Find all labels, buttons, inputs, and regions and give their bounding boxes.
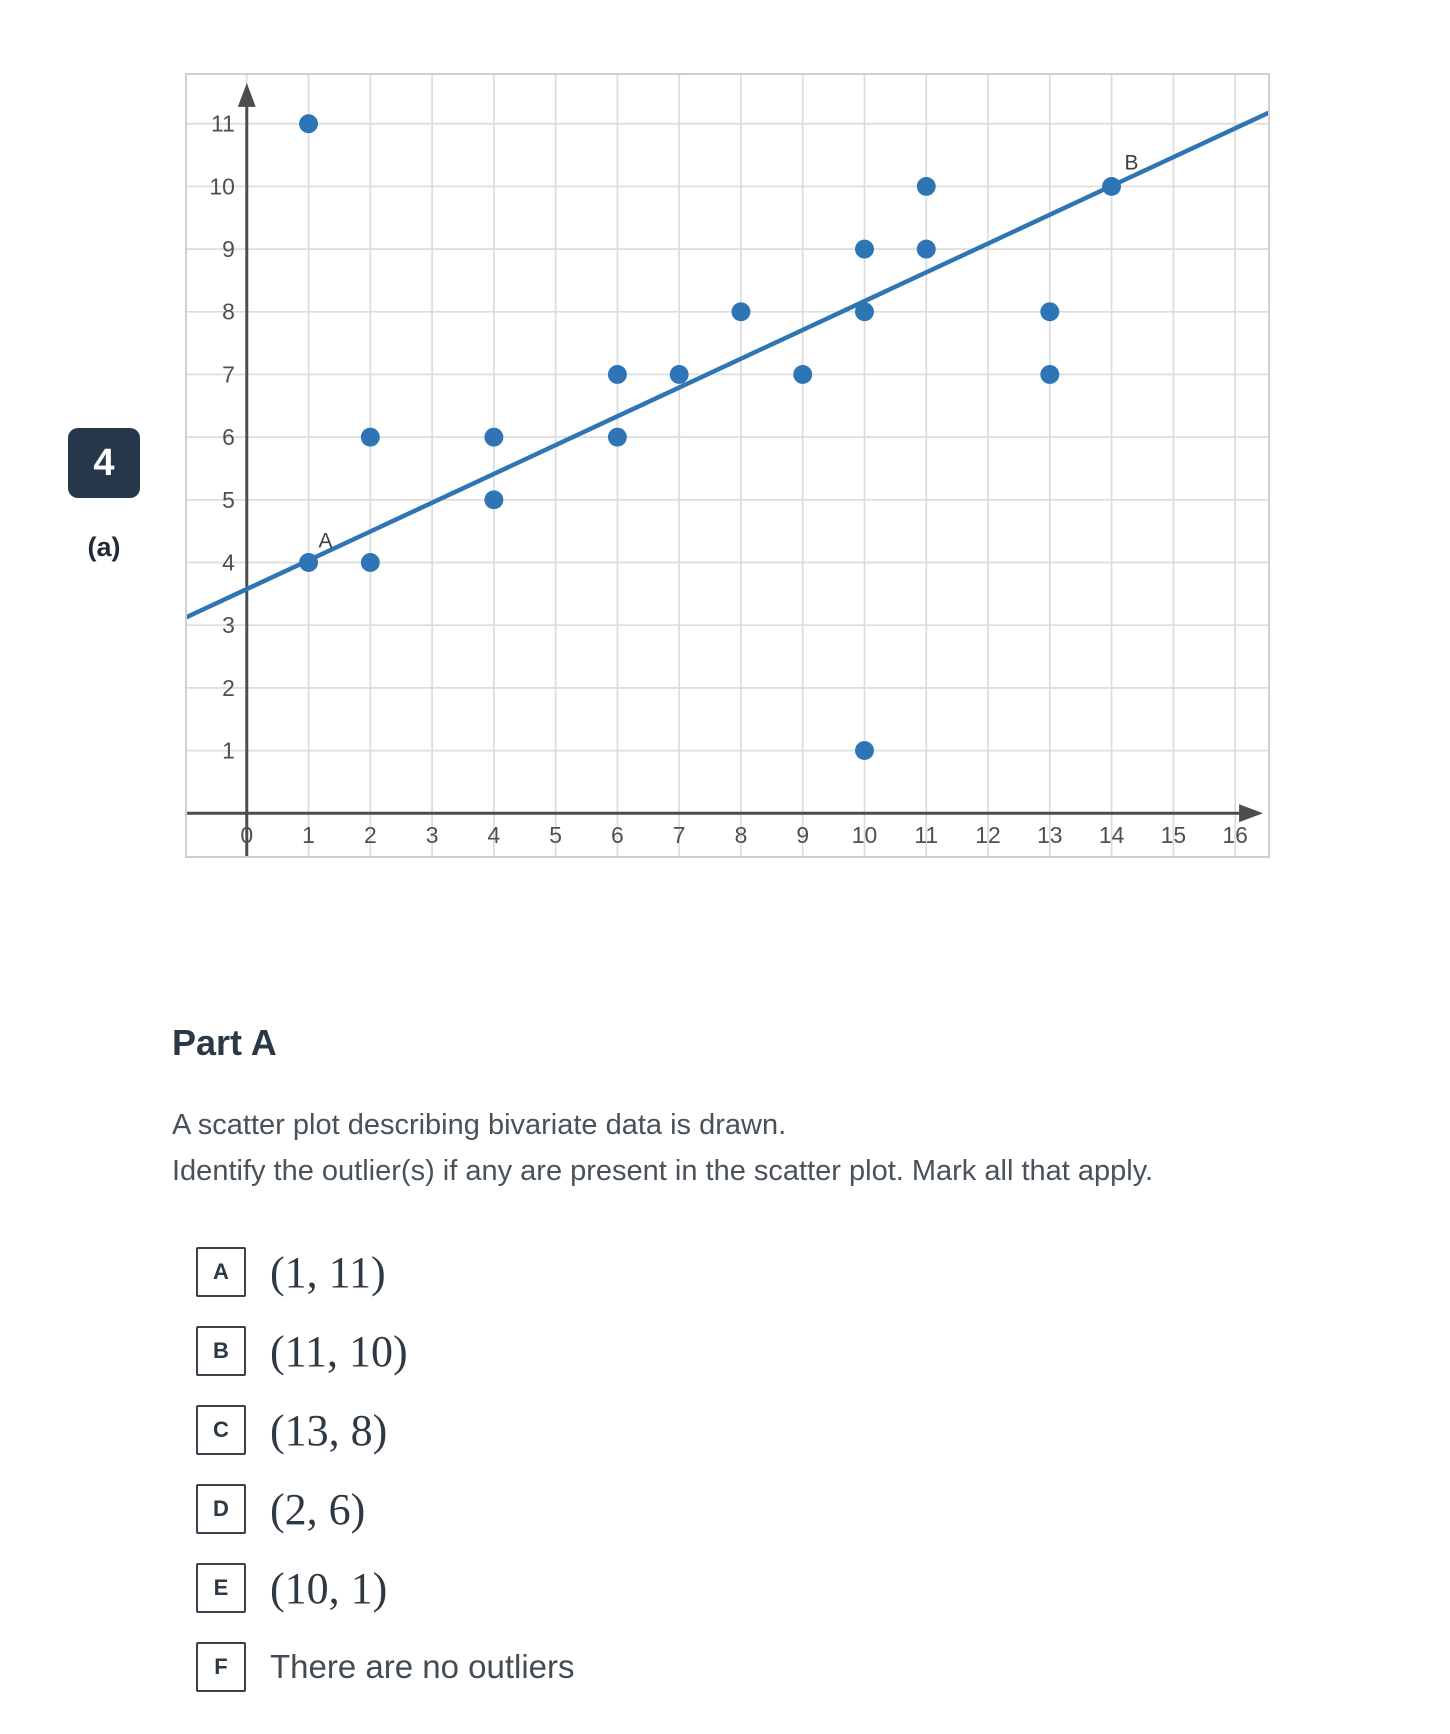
data-point bbox=[855, 239, 874, 259]
part-a-heading: Part A bbox=[172, 1022, 277, 1063]
data-point bbox=[855, 741, 874, 760]
option-row-b[interactable]: B (11, 10) bbox=[196, 1326, 575, 1376]
options-list: A (1, 11) B (11, 10) C (13, 8) D (2, 6) … bbox=[196, 1247, 575, 1721]
trend-line bbox=[187, 110, 1268, 620]
data-point bbox=[731, 302, 751, 322]
x-tick-label: 5 bbox=[549, 822, 562, 848]
data-point bbox=[669, 365, 689, 384]
data-point bbox=[360, 553, 380, 572]
x-tick-label: 10 bbox=[852, 822, 877, 848]
x-tick-label: 11 bbox=[914, 822, 938, 848]
y-tick-label: 8 bbox=[222, 299, 235, 325]
y-tick-label: 10 bbox=[209, 173, 234, 199]
option-label-f: There are no outliers bbox=[270, 1648, 575, 1685]
x-tick-label: 9 bbox=[796, 822, 809, 848]
point-label-a: A bbox=[319, 530, 333, 553]
x-tick-label: 6 bbox=[611, 822, 624, 848]
x-tick-label: 2 bbox=[364, 822, 377, 848]
option-checkbox-e[interactable]: E bbox=[196, 1563, 246, 1613]
question-part-label: (a) bbox=[87, 532, 121, 562]
y-tick-label: 7 bbox=[222, 361, 235, 387]
data-point bbox=[1040, 365, 1060, 384]
x-tick-label: 13 bbox=[1037, 822, 1062, 848]
y-tick-label: 3 bbox=[222, 612, 235, 638]
option-label-a: (1, 11) bbox=[270, 1247, 386, 1297]
option-row-c[interactable]: C (13, 8) bbox=[196, 1405, 575, 1455]
scatter-plot-container: 1 2 3 4 5 6 7 8 9 10 11 0 1 2 3 4 5 6 7 8 9 10 11 12 13 14 15 16 A B bbox=[185, 73, 1270, 858]
data-point bbox=[793, 365, 813, 384]
data-point bbox=[484, 490, 504, 510]
x-tick-label: 15 bbox=[1161, 822, 1186, 848]
y-tick-label: 1 bbox=[222, 738, 235, 764]
y-tick-label: 9 bbox=[222, 236, 235, 262]
x-tick-label: 8 bbox=[735, 822, 748, 848]
x-axis-arrow-icon bbox=[1239, 804, 1264, 823]
data-point bbox=[607, 365, 627, 384]
question-text-line2: Identify the outlier(s) if any are prese… bbox=[172, 1155, 1154, 1187]
data-point bbox=[607, 427, 627, 447]
x-tick-label: 14 bbox=[1099, 822, 1125, 848]
question-text-line1: A scatter plot describing bivariate data… bbox=[172, 1109, 787, 1141]
x-tick-label: 3 bbox=[426, 822, 439, 848]
option-row-e[interactable]: E (10, 1) bbox=[196, 1563, 575, 1613]
x-tick-label: 12 bbox=[975, 822, 1000, 848]
option-label-c: (13, 8) bbox=[270, 1405, 388, 1455]
option-label-e: (10, 1) bbox=[270, 1563, 388, 1613]
data-point bbox=[1040, 302, 1060, 322]
option-checkbox-b[interactable]: B bbox=[196, 1326, 246, 1376]
x-tick-label: 0 bbox=[240, 822, 253, 848]
data-point bbox=[299, 114, 319, 134]
y-tick-label: 4 bbox=[222, 549, 235, 575]
point-label-b: B bbox=[1125, 152, 1139, 175]
data-point bbox=[916, 176, 936, 196]
question-number-badge: 4 bbox=[68, 428, 140, 498]
x-tick-label: 16 bbox=[1222, 822, 1247, 848]
y-axis-arrow-icon bbox=[237, 82, 256, 107]
x-tick-label: 1 bbox=[302, 822, 315, 848]
option-row-f[interactable]: F There are no outliers bbox=[196, 1642, 575, 1692]
option-label-d: (2, 6) bbox=[270, 1484, 366, 1534]
option-checkbox-f[interactable]: F bbox=[196, 1642, 246, 1692]
data-point bbox=[484, 427, 504, 447]
x-tick-label: 7 bbox=[673, 822, 686, 848]
option-label-b: (11, 10) bbox=[270, 1326, 408, 1376]
data-point bbox=[916, 239, 936, 259]
data-point bbox=[299, 553, 319, 572]
option-checkbox-c[interactable]: C bbox=[196, 1405, 246, 1455]
option-checkbox-a[interactable]: A bbox=[196, 1247, 246, 1297]
y-tick-label: 11 bbox=[211, 111, 235, 137]
data-point bbox=[855, 302, 874, 322]
y-tick-label: 2 bbox=[222, 675, 235, 701]
data-point bbox=[1102, 176, 1122, 196]
data-point bbox=[360, 427, 380, 447]
option-row-a[interactable]: A (1, 11) bbox=[196, 1247, 575, 1297]
y-tick-label: 5 bbox=[222, 487, 235, 513]
option-row-d[interactable]: D (2, 6) bbox=[196, 1484, 575, 1534]
option-checkbox-d[interactable]: D bbox=[196, 1484, 246, 1534]
x-tick-label: 4 bbox=[487, 822, 500, 848]
y-tick-label: 6 bbox=[222, 424, 235, 450]
